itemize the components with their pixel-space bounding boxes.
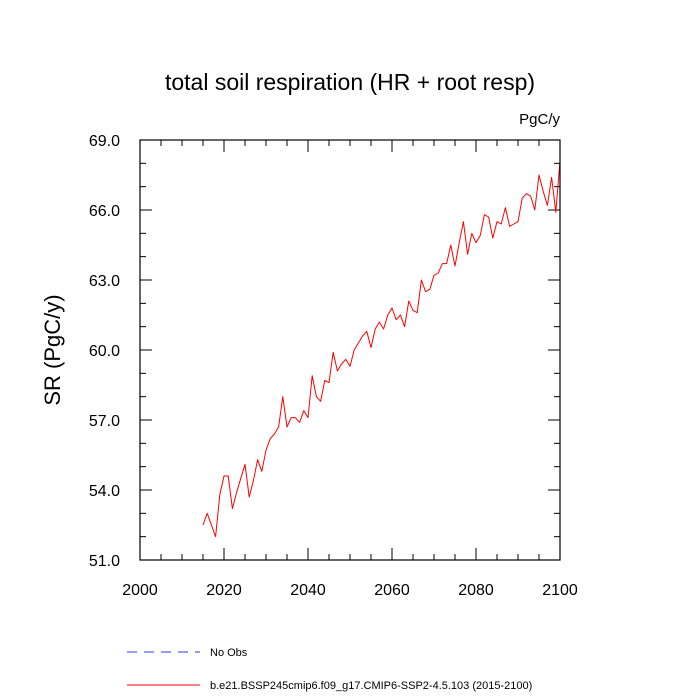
y-tick-label: 69.0 <box>89 133 120 150</box>
series-layer <box>202 160 561 538</box>
y-tick-label: 66.0 <box>89 203 120 220</box>
units-label: PgC/y <box>519 111 560 128</box>
y-tick-label: 51.0 <box>89 553 120 570</box>
y-tick-label: 54.0 <box>89 483 120 500</box>
x-tick-label: 2000 <box>122 582 158 599</box>
y-axis-label: SR (PgC/y) <box>40 294 65 405</box>
legend: No Obs b.e21.BSSP245cmip6.f09_g17.CMIP6-… <box>127 647 532 692</box>
legend-label-no-obs: No Obs <box>210 647 248 659</box>
axis-ticks <box>139 139 561 561</box>
x-tick-label: 2040 <box>290 582 326 599</box>
series-line <box>202 160 561 538</box>
x-tick-label: 2020 <box>206 582 242 599</box>
y-tick-label: 60.0 <box>89 343 120 360</box>
y-tick-label: 63.0 <box>89 273 120 290</box>
plot-frame <box>139 139 561 561</box>
x-tick-label: 2060 <box>374 582 410 599</box>
legend-label-model: b.e21.BSSP245cmip6.f09_g17.CMIP6-SSP2-4.… <box>210 680 532 692</box>
x-tick-label: 2100 <box>542 582 578 599</box>
chart-title: total soil respiration (HR + root resp) <box>165 69 535 95</box>
axis-tick-labels: 2000 2020 2040 2060 2080 2100 51.0 54.0 57.0 60.0… <box>89 133 578 599</box>
x-tick-label: 2080 <box>458 582 494 599</box>
y-tick-label: 57.0 <box>89 413 120 430</box>
